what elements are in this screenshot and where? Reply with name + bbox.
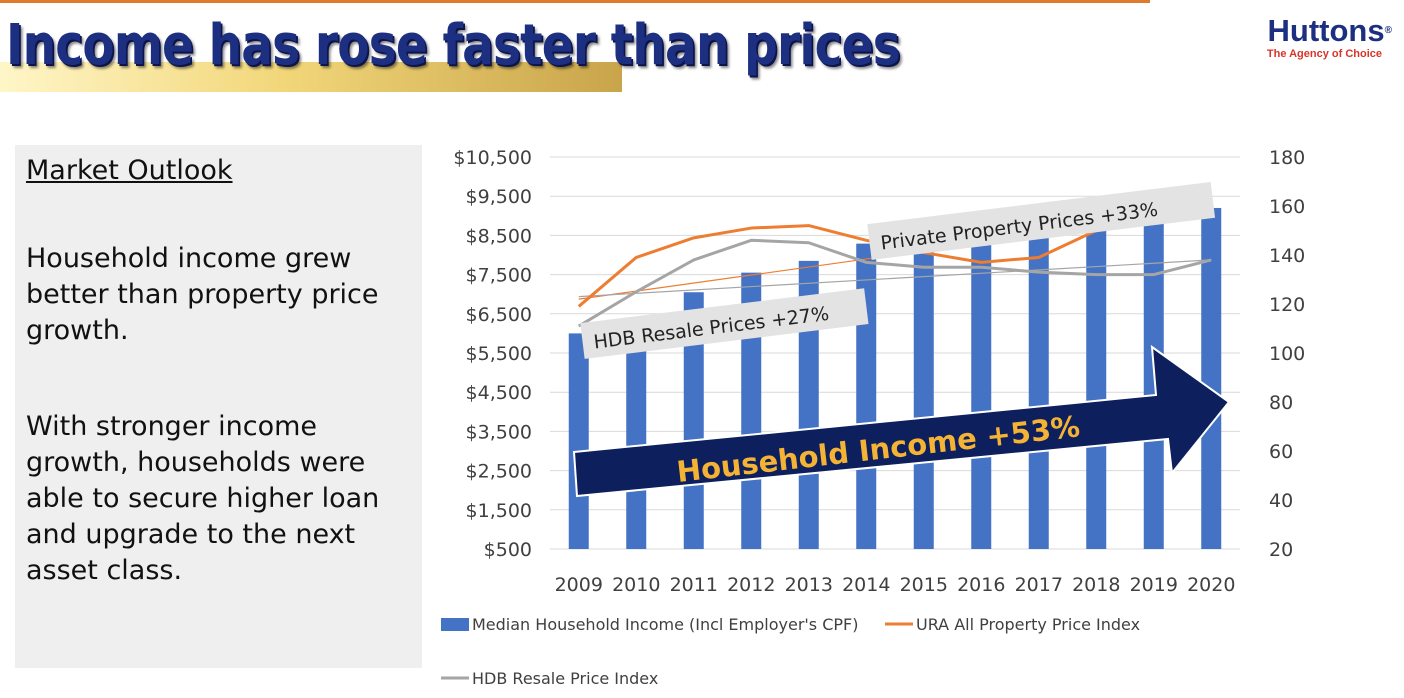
chart-legend: Median Household Income (Incl Employer's…	[441, 615, 1140, 688]
income-vs-prices-chart: $10,500 $9,500 $8,500 $7,500 $6,500 $5,500 $4,…	[441, 147, 1305, 688]
y-right-tick-label: 140	[1269, 245, 1305, 267]
y-right-tick-label: 40	[1269, 490, 1293, 512]
brand-name: Huttons®	[1212, 14, 1392, 48]
legend-label-income: Median Household Income (Incl Employer's…	[472, 615, 859, 634]
top-accent-rule	[0, 0, 1150, 3]
brand-tagline: The Agency of Choice	[1266, 48, 1382, 60]
y-right-tick-label: 180	[1269, 147, 1305, 169]
y-left-tick-label: $8,500	[466, 225, 532, 247]
x-axis-tick-label: 2009	[555, 574, 603, 596]
income-bar	[913, 231, 934, 549]
title-highlight-band	[0, 62, 622, 92]
y-left-tick-label: $9,500	[466, 186, 532, 208]
income-bar	[1028, 215, 1049, 550]
legend-label-ura: URA All Property Price Index	[916, 615, 1140, 634]
panel-heading: Market Outlook	[26, 155, 233, 186]
y-left-tick-label: $5,500	[466, 343, 532, 365]
x-axis-tick-label: 2010	[612, 574, 660, 596]
income-bar	[1086, 206, 1107, 549]
legend-label-hdb: HDB Resale Price Index	[472, 669, 658, 688]
trendline	[578, 259, 1212, 298]
income-bar	[971, 221, 992, 549]
brand-name-text: Huttons	[1267, 13, 1385, 48]
x-axis-tick-label: 2013	[785, 574, 833, 596]
y-left-tick-label: $10,500	[453, 147, 532, 169]
x-axis-tick-label: 2016	[957, 574, 1005, 596]
slide-title: Income has rose faster than prices	[6, 13, 901, 78]
y-left-tick-label: $4,500	[466, 382, 532, 404]
y-left-tick-label: $3,500	[466, 421, 532, 443]
registered-mark: ®	[1384, 25, 1392, 36]
x-axis-tick-label: 2014	[842, 574, 890, 596]
brand-logo: Huttons® The Agency of Choice	[1212, 14, 1392, 61]
x-axis-tick-label: 2017	[1015, 574, 1063, 596]
y-right-tick-label: 80	[1269, 392, 1293, 414]
income-bar	[1201, 207, 1222, 549]
income-bar	[626, 321, 647, 549]
y-right-tick-label: 100	[1269, 343, 1305, 365]
income-bar	[568, 333, 589, 549]
x-axis-ticks: 2009 2010 2011 2012 2013 2014 2015 2016 2017 2018…	[555, 574, 1236, 596]
income-bar	[798, 260, 819, 549]
panel-paragraph-income: Household income grew better than proper…	[26, 243, 379, 346]
y-right-tick-label: 120	[1269, 294, 1305, 316]
income-growth-arrow	[572, 344, 1231, 498]
panel-paragraph-upgrade: With stronger income growth, households …	[26, 411, 380, 586]
x-axis-tick-label: 2015	[900, 574, 948, 596]
y-right-tick-label: 60	[1269, 441, 1293, 463]
x-axis-tick-label: 2019	[1130, 574, 1178, 596]
y-left-tick-label: $1,500	[466, 500, 532, 522]
right-axis-ticks: 180 160 140 120 100 80 60 40 20	[1269, 147, 1305, 561]
private-callout-box	[867, 181, 1216, 260]
hdb-callout-box	[580, 288, 869, 359]
y-right-tick-label: 160	[1269, 196, 1305, 218]
x-axis-tick-label: 2020	[1187, 574, 1235, 596]
legend-swatch-income	[441, 618, 469, 631]
left-axis-ticks: $10,500 $9,500 $8,500 $7,500 $6,500 $5,500 $4,…	[453, 147, 532, 561]
hdb-price-line	[577, 238, 1212, 328]
y-left-tick-label: $500	[484, 539, 532, 561]
market-outlook-panel: Market Outlook Household income grew bet…	[15, 145, 422, 668]
x-axis-tick-label: 2011	[670, 574, 718, 596]
x-axis-tick-label: 2012	[727, 574, 775, 596]
y-left-tick-label: $6,500	[466, 304, 532, 326]
y-left-tick-label: $2,500	[466, 461, 532, 483]
x-axis-tick-label: 2018	[1072, 574, 1120, 596]
y-left-tick-label: $7,500	[466, 265, 532, 287]
y-right-tick-label: 20	[1269, 539, 1293, 561]
